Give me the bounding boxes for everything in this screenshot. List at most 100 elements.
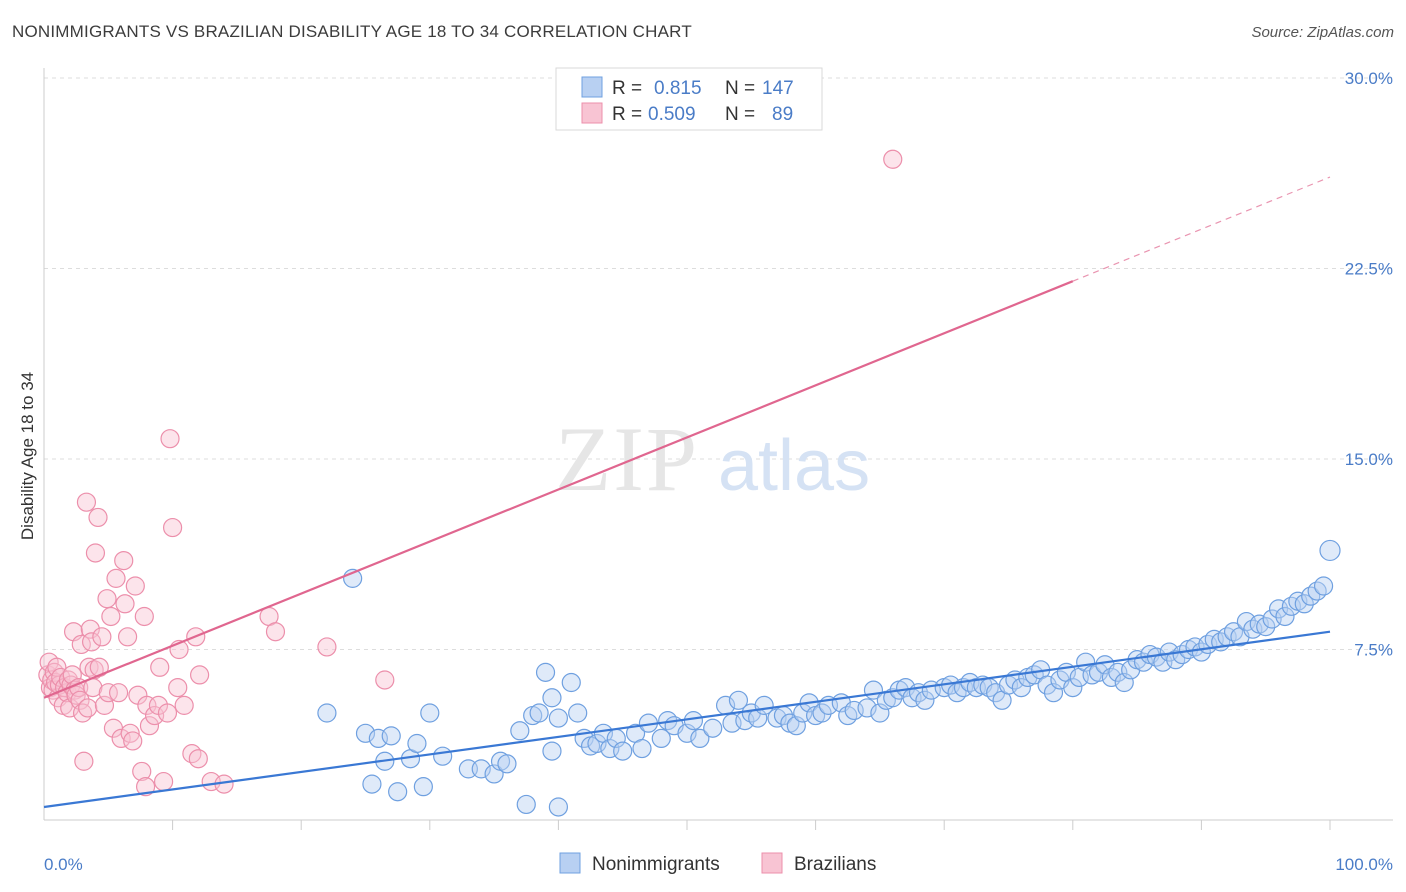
point-blue-12 xyxy=(433,746,453,766)
point-pink-30 xyxy=(81,632,102,652)
trendline-blue xyxy=(43,630,1331,809)
point-pink-59 xyxy=(150,657,170,677)
point-blue-121 xyxy=(1223,622,1244,642)
point-pink-36 xyxy=(92,627,112,647)
point-blue-22 xyxy=(535,662,556,682)
y-tick-label-1: 15.0% xyxy=(1345,450,1393,469)
point-blue-37 xyxy=(632,738,652,759)
series-brazilians-points xyxy=(38,149,903,797)
legend-r-label-2: R = xyxy=(612,104,642,125)
point-blue-6 xyxy=(381,726,401,746)
point-pink-74 xyxy=(265,622,286,642)
legend-swatch-pink xyxy=(581,102,603,124)
point-pink-46 xyxy=(115,594,135,614)
legend-r-value-2: 0.509 xyxy=(648,104,696,125)
point-blue-0 xyxy=(317,703,337,723)
x-axis-tick-labels: 0.0% 100.0% xyxy=(44,855,1393,874)
point-blue-44 xyxy=(690,728,710,749)
point-pink-43 xyxy=(108,683,129,703)
point-pink-27 xyxy=(78,698,98,718)
point-blue-88 xyxy=(1011,677,1031,698)
point-blue-78 xyxy=(947,683,967,703)
point-pink-62 xyxy=(160,429,180,449)
x-tick-label-max: 100.0% xyxy=(1335,855,1393,874)
watermark-zip: ZIP xyxy=(555,408,699,510)
point-pink-64 xyxy=(168,677,188,698)
point-pink-49 xyxy=(123,731,143,751)
legend-n-label-1: N = xyxy=(725,78,755,99)
x-axis-ticks xyxy=(172,820,1331,830)
point-pink-75 xyxy=(317,637,337,657)
x-tick-label-min: 0.0% xyxy=(44,855,83,874)
point-pink-37 xyxy=(94,695,115,715)
point-blue-2 xyxy=(355,723,376,743)
point-blue-48 xyxy=(728,690,749,710)
point-blue-74 xyxy=(915,690,935,710)
point-blue-27 xyxy=(561,672,581,693)
series-nonimmigrants-points xyxy=(317,539,1341,817)
point-pink-48 xyxy=(120,723,140,743)
point-blue-96 xyxy=(1063,677,1083,698)
point-blue-21 xyxy=(529,703,549,723)
legend-bottom: Nonimmigrants Brazilians xyxy=(559,852,876,875)
point-blue-126 xyxy=(1256,617,1276,637)
point-pink-38 xyxy=(97,589,117,609)
point-pink-44 xyxy=(111,728,131,749)
trendline-extension-pink xyxy=(1072,176,1331,282)
point-blue-26 xyxy=(548,708,569,728)
point-pink-68 xyxy=(182,744,202,764)
point-blue-28 xyxy=(568,703,588,723)
point-pink-34 xyxy=(88,507,108,528)
point-blue-25 xyxy=(548,797,569,817)
trendline-pink xyxy=(43,280,1074,699)
point-blue-63 xyxy=(838,705,858,726)
legend-n-value-2: 89 xyxy=(772,104,793,125)
point-pink-63 xyxy=(163,517,183,538)
point-blue-65 xyxy=(857,698,877,718)
point-blue-14 xyxy=(471,759,491,779)
point-blue-112 xyxy=(1166,650,1186,670)
point-pink-40 xyxy=(101,606,121,627)
point-pink-20 xyxy=(66,685,86,705)
point-pink-28 xyxy=(79,657,99,677)
y-axis-label: Disability Age 18 to 34 xyxy=(18,372,37,540)
point-pink-66 xyxy=(174,695,194,715)
point-pink-45 xyxy=(114,550,134,571)
legend-bottom-swatch-blue xyxy=(559,852,581,874)
y-tick-label-0: 7.5% xyxy=(1354,641,1393,660)
point-pink-39 xyxy=(98,683,118,703)
legend-r-value-1: 0.815 xyxy=(654,78,702,99)
point-blue-17 xyxy=(497,754,517,774)
point-pink-77 xyxy=(883,149,903,169)
point-blue-3 xyxy=(362,774,382,794)
point-blue-24 xyxy=(542,688,562,708)
point-pink-50 xyxy=(125,576,145,596)
point-blue-92 xyxy=(1037,675,1057,695)
point-blue-9 xyxy=(407,733,427,754)
point-blue-31 xyxy=(587,733,607,754)
point-blue-133 xyxy=(1301,586,1321,606)
point-blue-35 xyxy=(613,741,633,761)
point-blue-10 xyxy=(413,777,433,797)
point-pink-33 xyxy=(85,543,106,563)
legend-n-value-1: 147 xyxy=(762,78,794,99)
watermark-atlas: atlas xyxy=(718,426,870,506)
y-tick-label-2: 22.5% xyxy=(1345,260,1393,279)
point-pink-47 xyxy=(117,627,138,647)
point-blue-11 xyxy=(420,703,440,723)
point-pink-24 xyxy=(72,703,93,723)
point-blue-69 xyxy=(883,688,903,708)
point-blue-132 xyxy=(1294,594,1314,614)
point-pink-61 xyxy=(157,703,178,723)
point-blue-129 xyxy=(1275,606,1295,627)
legend-bottom-label-brazilians: Brazilians xyxy=(794,854,876,875)
point-pink-32 xyxy=(84,660,104,680)
point-pink-25 xyxy=(74,751,94,771)
gridlines xyxy=(44,77,1393,650)
point-pink-54 xyxy=(135,777,156,797)
point-pink-53 xyxy=(134,606,154,627)
point-blue-39 xyxy=(651,728,671,749)
point-blue-102 xyxy=(1101,667,1121,688)
legend-n-label-2: N = xyxy=(725,104,755,125)
legend-bottom-label-nonimmigrants: Nonimmigrants xyxy=(592,854,720,875)
